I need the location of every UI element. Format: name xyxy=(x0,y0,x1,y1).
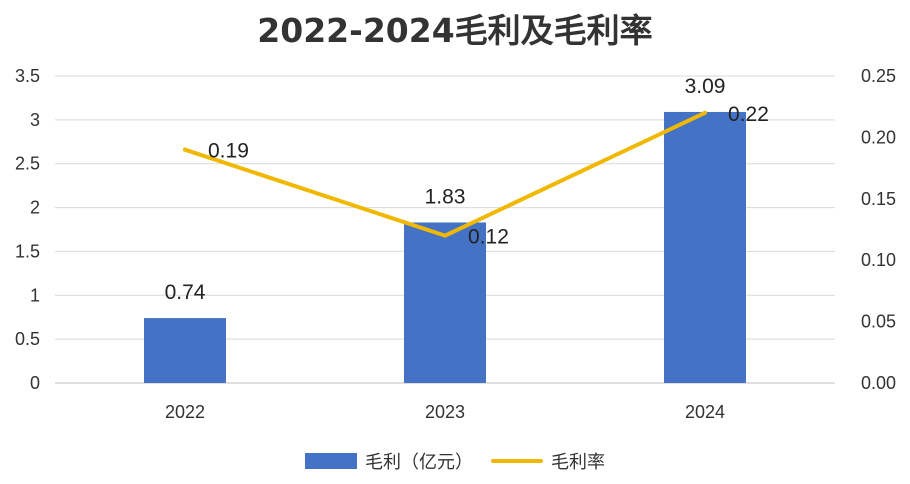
y-right-tick-label: 0.25 xyxy=(861,66,896,86)
y-right-tick-label: 0.20 xyxy=(861,127,896,147)
x-tick-label: 2023 xyxy=(425,402,465,422)
line-data-label: 0.22 xyxy=(728,103,769,126)
bar-data-label: 0.74 xyxy=(165,281,206,304)
bar-data-label: 3.09 xyxy=(685,75,726,98)
y-left-tick-label: 2.5 xyxy=(15,154,40,174)
y-right-tick-label: 0.05 xyxy=(861,312,896,332)
bar xyxy=(404,222,486,383)
x-tick-label: 2024 xyxy=(685,402,725,422)
y-left-tick-label: 1 xyxy=(30,285,40,305)
chart-title: 2022-2024毛利及毛利率 xyxy=(257,11,653,50)
legend-item-line: 毛利率 xyxy=(491,448,605,474)
y-left-tick-label: 3.5 xyxy=(15,66,40,86)
y-left-tick-label: 0.5 xyxy=(15,329,40,349)
legend-swatch-bar xyxy=(305,453,357,469)
line-point xyxy=(443,233,447,238)
bar xyxy=(144,318,226,383)
y-right-tick-label: 0.00 xyxy=(861,373,896,393)
bar xyxy=(664,111,746,383)
plot-area: 0 0.5 1 1.5 2 2.5 3 3.5 0.00 0.05 0.10 0.15 0.20 0.25… xyxy=(15,66,896,422)
line-data-label: 0.19 xyxy=(208,140,249,163)
y-left-tick-label: 0 xyxy=(30,373,40,393)
legend-label-line: 毛利率 xyxy=(551,452,605,473)
legend-label-bar: 毛利（亿元） xyxy=(365,452,473,473)
line-data-label: 0.12 xyxy=(468,226,509,249)
legend: 毛利（亿元） 毛利率 xyxy=(0,448,910,474)
y-right-tick-label: 0.15 xyxy=(861,189,896,209)
bar-data-label: 1.83 xyxy=(425,185,466,208)
legend-swatch-line xyxy=(491,459,543,463)
y-right-tick-label: 0.10 xyxy=(861,250,896,270)
series-line xyxy=(183,110,707,238)
line-point xyxy=(183,147,187,152)
line-point xyxy=(703,110,707,115)
x-tick-label: 2022 xyxy=(165,402,205,422)
y-left-tick-label: 1.5 xyxy=(15,241,40,261)
y-left-tick-label: 2 xyxy=(30,198,40,218)
legend-item-bar: 毛利（亿元） xyxy=(305,448,473,474)
y-left-tick-label: 3 xyxy=(30,110,40,130)
